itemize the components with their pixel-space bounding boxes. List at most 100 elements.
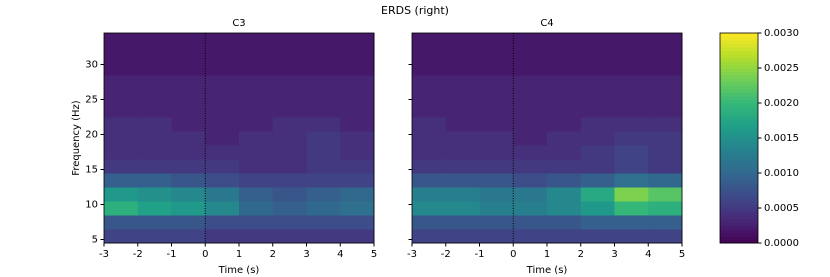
heatmap-cell	[205, 103, 240, 118]
heatmap-cell	[171, 145, 206, 160]
colorbar-swatch	[720, 169, 758, 174]
heatmap-cell	[137, 47, 172, 62]
heatmap-cell	[513, 159, 548, 174]
colorbar-swatch	[720, 194, 758, 198]
heatmap-cell	[340, 117, 375, 132]
x-tick-label: -2	[133, 249, 143, 260]
heatmap-cell	[137, 75, 172, 90]
heatmap-cell	[239, 173, 274, 188]
heatmap-cell	[205, 187, 240, 202]
heatmap-cell	[171, 61, 206, 76]
heatmap-cell	[547, 159, 582, 174]
heatmap-cell	[412, 201, 447, 216]
heatmap-cell	[412, 89, 447, 104]
heatmap-cell	[205, 173, 240, 188]
heatmap-cell	[547, 61, 582, 76]
heatmap-cell	[272, 201, 307, 216]
heatmap-cell	[412, 117, 447, 132]
x-tick-label: 1	[544, 249, 550, 260]
heatmap-cell	[513, 187, 548, 202]
heatmap-cell	[171, 159, 206, 174]
colorbar-tick-label: 0.0000	[764, 238, 799, 249]
x-tick-label: -3	[407, 249, 417, 260]
heatmap-cell	[614, 131, 649, 146]
colorbar-swatch	[720, 187, 758, 191]
colorbar-swatch	[720, 75, 758, 79]
x-tick-label: 4	[337, 249, 343, 260]
heatmap-cell	[171, 33, 206, 48]
heatmap-cell	[547, 173, 582, 188]
colorbar-swatch	[720, 99, 758, 104]
heatmap-cell	[239, 229, 274, 244]
heatmap-cell	[239, 215, 274, 230]
heatmap-cell	[479, 145, 514, 160]
heatmap-cell	[104, 201, 139, 216]
heatmap-cell	[547, 131, 582, 146]
heatmap-cell	[340, 145, 375, 160]
heatmap-cell	[104, 145, 139, 160]
heatmap-cell	[412, 33, 447, 48]
heatmap-cell	[547, 47, 582, 62]
heatmap-cell	[306, 215, 341, 230]
x-tick-label: -1	[475, 249, 485, 260]
colorbar-swatch	[720, 124, 758, 128]
colorbar-swatch	[720, 197, 758, 202]
heatmap-cell	[272, 61, 307, 76]
heatmap-cell	[205, 89, 240, 104]
colorbar-swatch	[720, 218, 758, 223]
heatmap-cell	[340, 173, 375, 188]
heatmap-cell	[614, 47, 649, 62]
x-tick-label: 0	[202, 249, 208, 260]
heatmap-cell	[614, 75, 649, 90]
heatmap-cell	[412, 131, 447, 146]
colorbar-swatch	[720, 103, 758, 107]
colorbar-swatch	[720, 239, 758, 244]
heatmap-cell	[340, 229, 375, 244]
heatmap-cell	[272, 159, 307, 174]
heatmap-cell	[479, 131, 514, 146]
heatmap-cell	[547, 103, 582, 118]
x-tick-label: -3	[99, 249, 109, 260]
heatmap-cell	[239, 61, 274, 76]
heatmap-cell	[445, 117, 480, 132]
x-tick-label: 5	[679, 249, 685, 260]
colorbar-tick-label: 0.0020	[764, 98, 799, 109]
colorbar-swatch	[720, 43, 758, 48]
heatmap-cell	[137, 103, 172, 118]
colorbar-swatch	[720, 85, 758, 90]
heatmap-cell	[547, 117, 582, 132]
heatmap-cell	[104, 61, 139, 76]
heatmap-cell	[479, 159, 514, 174]
colorbar-swatch	[720, 47, 758, 51]
heatmap-cell	[205, 33, 240, 48]
colorbar-swatch	[720, 148, 758, 153]
colorbar-tick-label: 0.0010	[764, 168, 799, 179]
heatmap-cell	[340, 33, 375, 48]
heatmap-cell	[479, 201, 514, 216]
heatmap-cell	[137, 201, 172, 216]
heatmap-cell	[272, 187, 307, 202]
heatmap-cell	[648, 33, 683, 48]
colorbar-swatch	[720, 138, 758, 142]
x-tick-label: 4	[645, 249, 651, 260]
heatmap-cell	[171, 75, 206, 90]
heatmap-cell	[171, 47, 206, 62]
colorbar-swatch	[720, 113, 758, 118]
colorbar-swatch	[720, 145, 758, 149]
heatmap-cell	[340, 61, 375, 76]
x-tick-label: 1	[236, 249, 242, 260]
heatmap-cell	[547, 201, 582, 216]
heatmap-cell	[272, 215, 307, 230]
x-tick-label: 5	[371, 249, 377, 260]
heatmap-cell	[205, 47, 240, 62]
heatmap-cell	[479, 75, 514, 90]
heatmap-cell	[340, 103, 375, 118]
heatmap-cell	[513, 215, 548, 230]
heatmap-cell	[614, 173, 649, 188]
heatmap-cell	[205, 201, 240, 216]
colorbar-swatch	[720, 120, 758, 125]
heatmap-cell	[412, 187, 447, 202]
heatmap-cell	[648, 103, 683, 118]
colorbar-tick-label: 0.0025	[764, 63, 799, 74]
colorbar-swatch	[720, 176, 758, 181]
